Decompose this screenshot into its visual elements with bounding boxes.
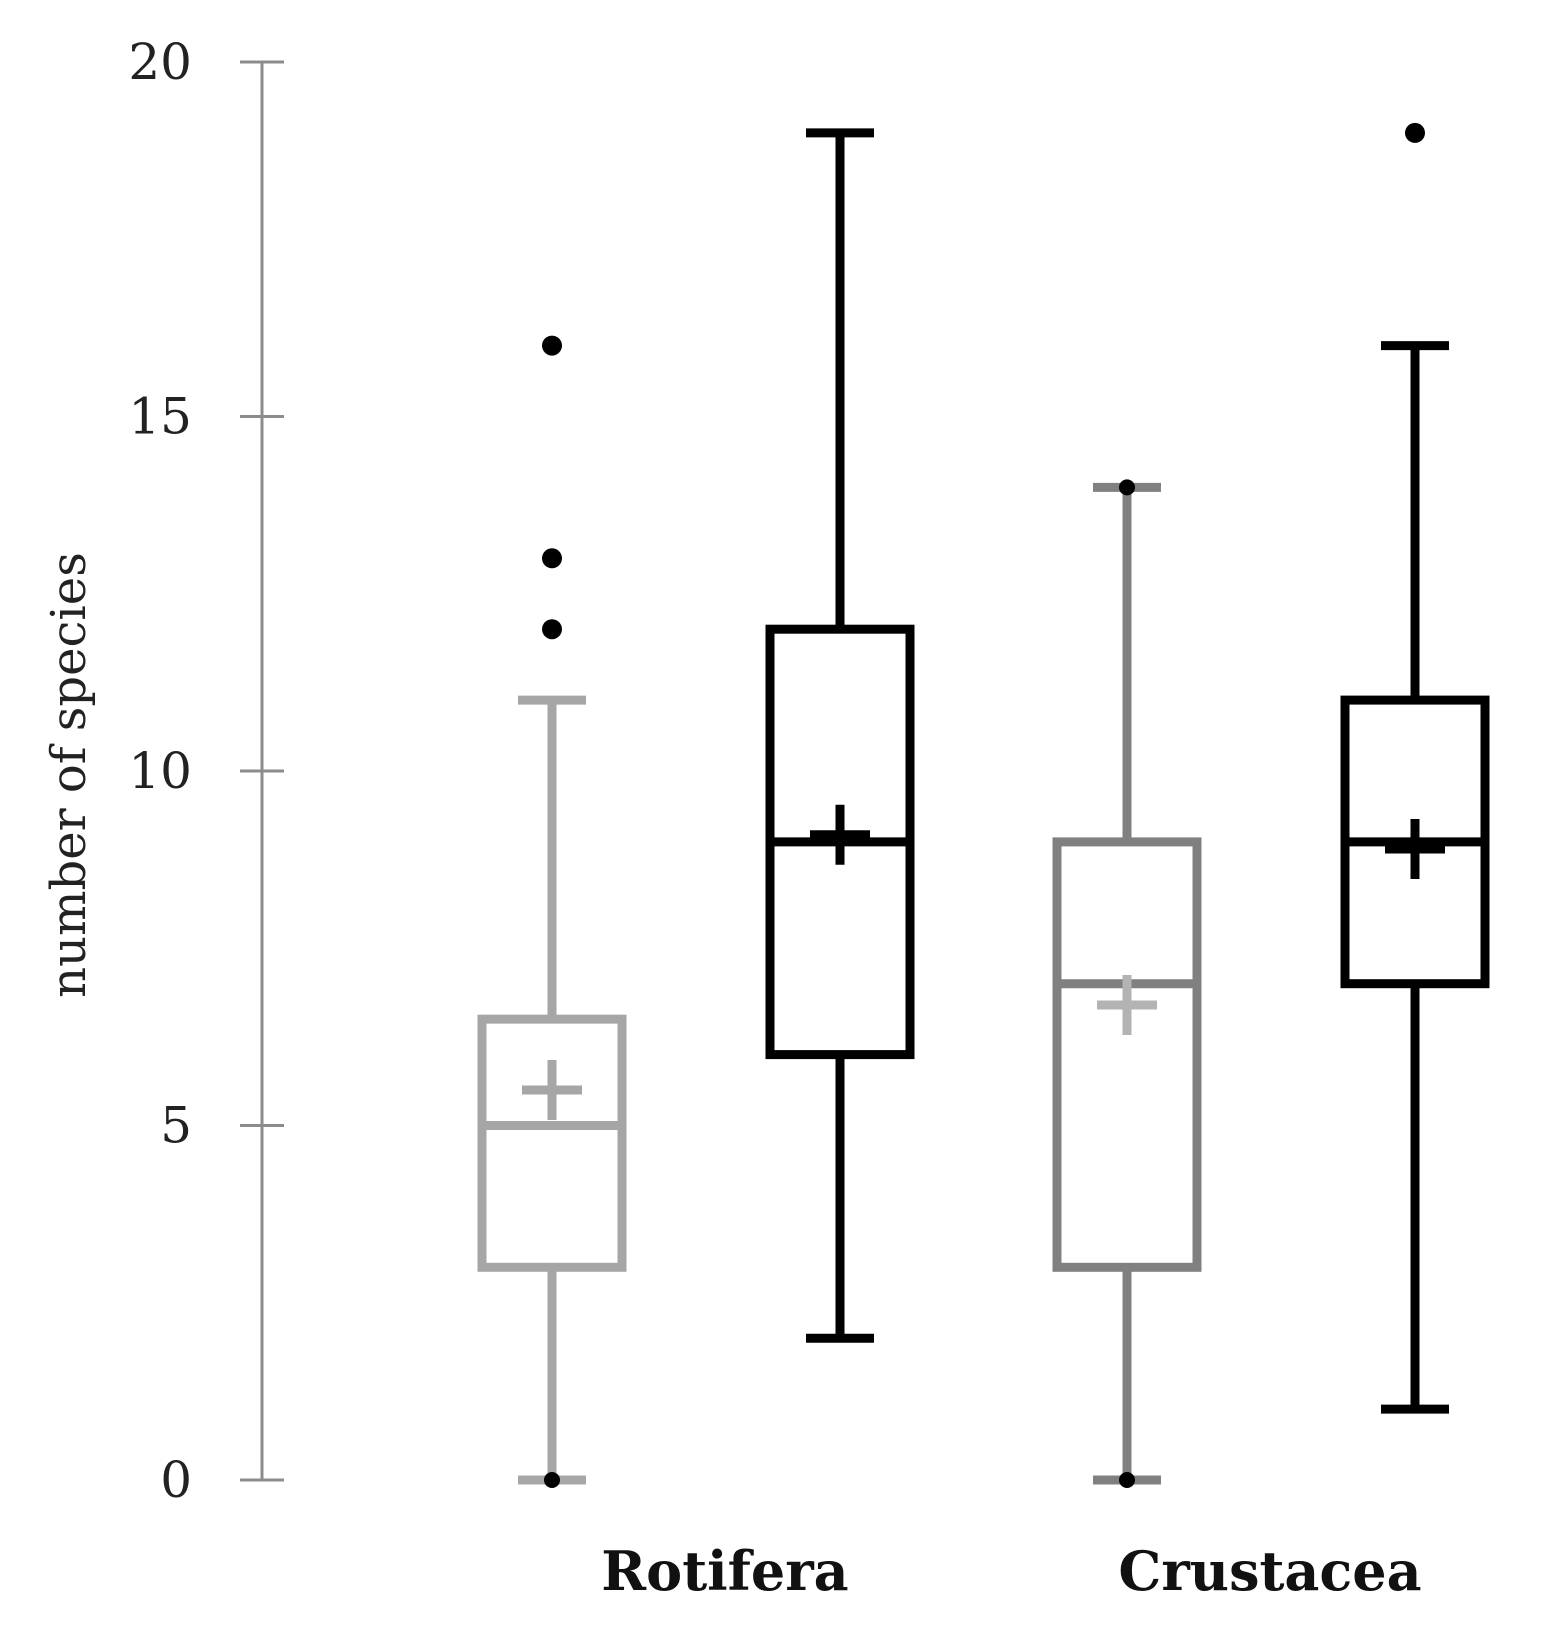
interquartile-box xyxy=(1052,837,1202,1272)
y-axis-title: number of species xyxy=(41,552,97,998)
box-crustacea-group-2 xyxy=(1340,122,1490,1414)
y-tick-label: 15 xyxy=(128,388,192,446)
category-labels: Rotifera Crustacea xyxy=(601,1539,1421,1603)
y-tick-label: 20 xyxy=(128,33,192,91)
y-tick-label: 10 xyxy=(128,742,192,800)
box-rotifera-group-1 xyxy=(477,335,627,1488)
y-axis: 0 5 10 15 20 xyxy=(128,33,284,1509)
interquartile-box xyxy=(477,1014,627,1272)
y-tick-label: 5 xyxy=(160,1097,192,1155)
whisker-end-dot xyxy=(1119,1472,1135,1488)
box-rotifera-group-2 xyxy=(765,128,915,1343)
whisker-end-dot xyxy=(1119,479,1135,496)
outlier-point xyxy=(1405,122,1425,143)
outlier-point xyxy=(542,619,562,640)
category-label-rotifera: Rotifera xyxy=(601,1539,848,1603)
box-crustacea-group-1 xyxy=(1052,479,1202,1488)
outlier-point xyxy=(542,548,562,569)
y-tick-label: 0 xyxy=(160,1451,192,1509)
boxes xyxy=(477,122,1490,1488)
whisker-end-dot xyxy=(544,1472,560,1488)
outlier-point xyxy=(542,335,562,356)
category-label-crustacea: Crustacea xyxy=(1118,1539,1421,1603)
